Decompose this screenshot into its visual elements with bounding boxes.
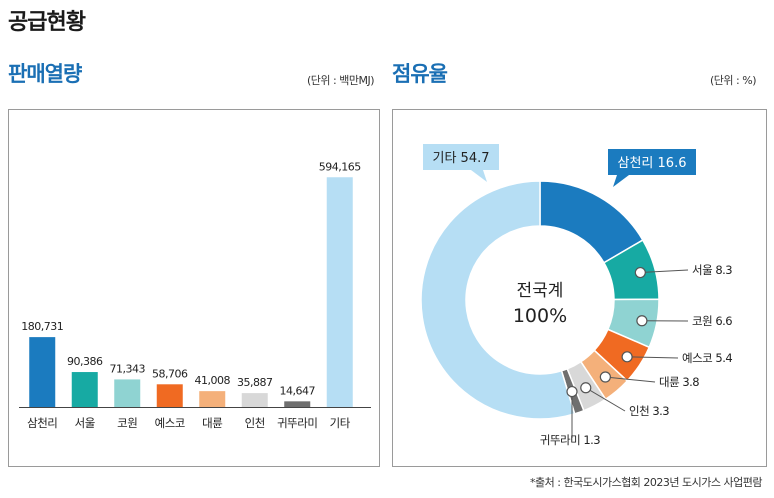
bar-chart-unit: (단위 : 백만MJ) [307, 74, 375, 87]
bar-category-label: 인천 [245, 416, 265, 430]
donut-leader-line [585, 387, 626, 412]
donut-callout-label: 인천 3.3 [629, 404, 669, 418]
donut-marker [634, 266, 646, 279]
bar-예스코 [156, 384, 183, 407]
bar-value-label: 90,386 [67, 355, 103, 368]
bar-value-label: 71,343 [110, 362, 146, 375]
bar-value-label: 180,731 [21, 320, 63, 333]
donut-marker [621, 351, 633, 363]
donut-callout-label: 서울 8.3 [692, 263, 732, 277]
donut-marker [636, 315, 648, 327]
donut-label-box-기타: 기타 54.7 [423, 144, 499, 182]
bar-value-label: 41,008 [195, 374, 231, 387]
donut-leader-line [605, 376, 656, 383]
donut-callout-label: 대륜 3.8 [659, 375, 699, 389]
donut-center-label: 전국계 [517, 281, 564, 301]
donut-box-text: 삼천리 16.6 [618, 156, 687, 171]
bar-category-label: 서울 [75, 416, 95, 430]
bar-value-label: 35,887 [237, 376, 273, 389]
bar-category-label: 기타 [330, 416, 351, 430]
donut-leader-line [627, 356, 679, 359]
bar-chart: 180,731 삼천리 90,386 서울 71,343 코원 58,706 예스코 41,00… [19, 160, 371, 430]
donut-marker [580, 382, 592, 394]
bar-기타 [326, 177, 353, 407]
donut-slice-기타 [420, 180, 576, 420]
bar-value-label: 58,706 [152, 367, 188, 380]
donut-center-value: 100% [513, 305, 567, 327]
donut-callout-label: 귀뚜라미 1.3 [540, 433, 600, 447]
donut-chart-unit: (단위 : %) [710, 74, 756, 87]
bar-category-label: 대륜 [202, 416, 222, 430]
bar-chart-panel: 180,731 삼천리 90,386 서울 71,343 코원 58,706 예스코 41,00… [8, 109, 380, 467]
donut-chart-title: 점유율 [392, 62, 448, 86]
donut-callout-label: 예스코 5.4 [682, 351, 732, 365]
donut-chart-panel: 전국계 100% 서울 8.3 코원 6.6 예스코 5.4 대륜 3.8 인천 3.3 귀뚜… [392, 109, 767, 467]
page-title: 공급현황 [8, 10, 86, 35]
donut-callout-label: 코원 6.6 [692, 314, 732, 328]
source-note: *출처 : 한국도시가스협회 2023년 도시가스 사업편람 [530, 476, 762, 489]
donut-leader-line [640, 269, 689, 274]
bar-대륜 [199, 391, 226, 407]
bar-삼천리 [29, 337, 56, 407]
bar-category-label: 코원 [117, 416, 137, 430]
bar-귀뚜라미 [284, 401, 311, 407]
bar-value-label: 594,165 [319, 160, 361, 173]
bar-category-label: 삼천리 [27, 416, 57, 430]
bar-chart-title: 판매열량 [8, 62, 82, 86]
bar-category-label: 예스코 [155, 416, 185, 430]
donut-chart: 전국계 100% 서울 8.3 코원 6.6 예스코 5.4 대륜 3.8 인천 3.3 귀뚜… [420, 144, 733, 447]
bar-코원 [114, 379, 141, 407]
bar-인천 [241, 393, 268, 407]
donut-marker [566, 385, 578, 398]
bar-value-label: 14,647 [280, 384, 316, 397]
donut-label-box-삼천리: 삼천리 16.6 [608, 149, 696, 187]
bar-서울 [71, 372, 98, 407]
donut-box-text: 기타 54.7 [433, 151, 490, 166]
bar-category-label: 귀뚜라미 [277, 416, 317, 430]
donut-marker [599, 371, 611, 383]
